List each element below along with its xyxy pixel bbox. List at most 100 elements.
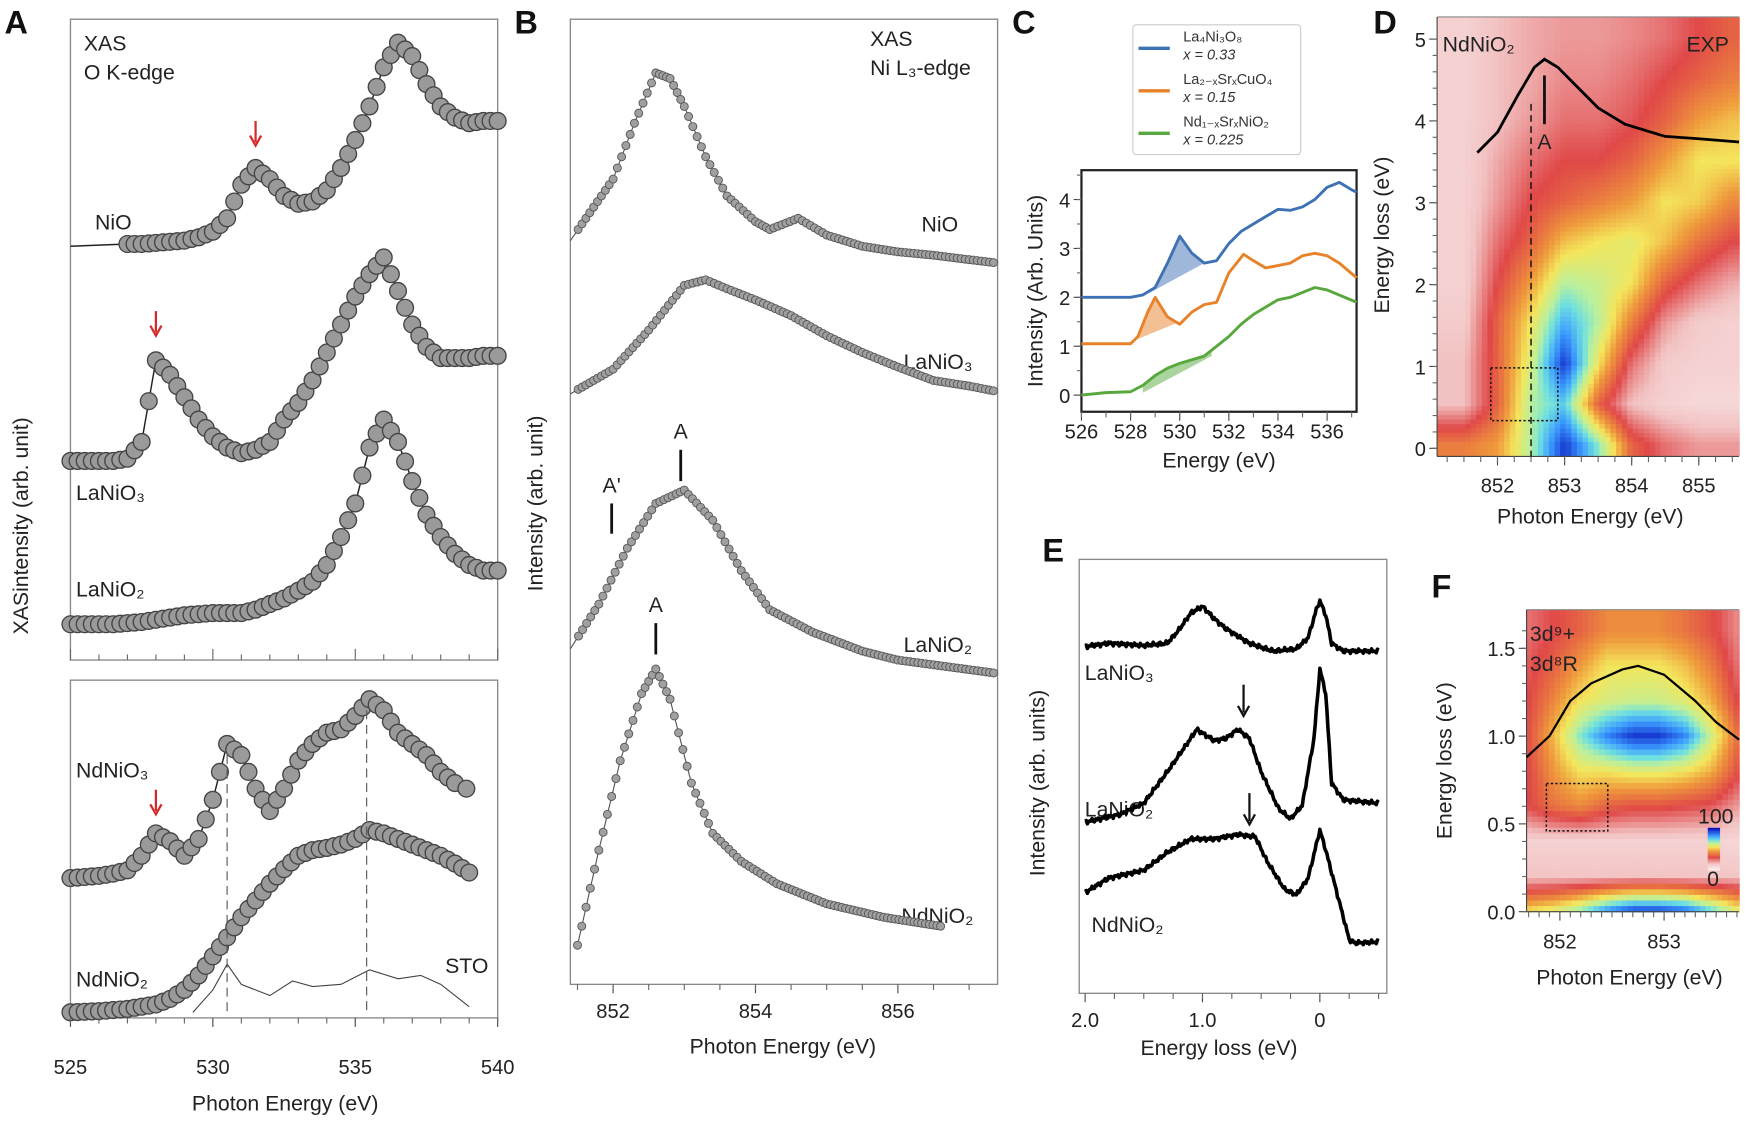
heatmap-cell bbox=[1643, 146, 1651, 152]
heatmap-cell bbox=[1442, 334, 1449, 340]
heatmap-cell bbox=[1638, 258, 1645, 264]
heatmap-cell bbox=[1621, 441, 1628, 448]
heatmap-cell bbox=[1649, 428, 1656, 434]
heatmap-cell bbox=[1560, 428, 1567, 434]
heatmap-cell bbox=[1627, 401, 1634, 407]
heatmap-cell bbox=[1448, 182, 1455, 188]
heatmap-cell bbox=[1520, 410, 1528, 416]
heatmap-cell bbox=[1509, 356, 1517, 363]
heatmap-cell bbox=[1671, 209, 1679, 215]
heatmap-cell bbox=[1649, 388, 1656, 394]
heatmap-cell bbox=[1532, 450, 1539, 457]
heatmap-cell bbox=[1448, 401, 1455, 407]
heatmap-cell bbox=[1677, 240, 1684, 246]
heatmap-cell bbox=[1470, 52, 1477, 58]
heatmap-cell bbox=[1660, 93, 1668, 99]
heatmap-cell bbox=[1437, 370, 1444, 376]
heatmap-cell bbox=[1649, 303, 1656, 309]
heatmap-cell bbox=[1683, 75, 1690, 81]
heatmap-cell bbox=[1487, 146, 1494, 152]
heatmap-cell bbox=[1554, 57, 1561, 63]
heatmap-cell bbox=[1532, 84, 1539, 90]
heatmap-cell bbox=[1470, 186, 1477, 193]
heatmap-cell bbox=[1688, 419, 1695, 425]
heatmap-cell bbox=[1688, 146, 1695, 152]
heatmap-cell bbox=[1576, 200, 1584, 206]
heatmap-cell bbox=[1554, 343, 1561, 349]
heatmap-cell bbox=[1671, 30, 1679, 36]
heatmap-cell bbox=[1638, 245, 1645, 251]
heatmap-cell bbox=[1655, 186, 1662, 193]
heatmap-cell bbox=[1616, 294, 1623, 300]
heatmap-cell bbox=[1493, 178, 1500, 184]
heatmap-cell bbox=[1655, 178, 1662, 184]
heatmap-cell bbox=[1532, 106, 1539, 112]
heatmap-cell bbox=[1537, 410, 1545, 416]
heatmap-cell bbox=[1688, 209, 1695, 215]
heatmap-cell bbox=[1520, 173, 1528, 179]
heatmap-cell bbox=[1560, 397, 1567, 403]
heatmap-cell bbox=[1683, 169, 1690, 175]
heatmap-cell bbox=[1683, 115, 1690, 121]
heatmap-cell bbox=[1599, 249, 1606, 255]
heatmap-cell bbox=[1705, 34, 1712, 41]
heatmap-cell bbox=[1621, 110, 1628, 117]
heatmap-cell bbox=[1493, 93, 1500, 99]
heatmap-cell bbox=[1582, 43, 1589, 49]
heatmap-cell bbox=[1543, 128, 1550, 134]
heatmap-cell bbox=[1565, 30, 1572, 36]
heatmap-cell bbox=[1688, 213, 1695, 219]
heatmap-cell bbox=[1459, 334, 1466, 340]
heatmap-cell bbox=[1515, 119, 1522, 126]
heatmap-cell bbox=[1699, 388, 1707, 394]
heatmap-cell bbox=[1582, 365, 1589, 372]
heatmap-cell bbox=[1638, 34, 1645, 41]
heatmap-cell bbox=[1660, 254, 1668, 260]
heatmap-cell bbox=[1437, 325, 1444, 331]
heatmap-cell bbox=[1476, 61, 1483, 67]
heatmap-cell bbox=[1649, 93, 1656, 99]
heatmap-cell bbox=[1465, 361, 1472, 367]
heatmap-cell bbox=[1571, 294, 1578, 300]
heatmap-cell bbox=[1554, 164, 1561, 170]
heatmap-cell bbox=[1487, 61, 1494, 67]
heatmap-cell bbox=[1649, 218, 1656, 224]
heatmap-cell bbox=[1481, 231, 1489, 237]
heatmap-cell bbox=[1632, 25, 1640, 32]
heatmap-cell bbox=[1649, 339, 1656, 345]
heatmap-cell bbox=[1437, 133, 1444, 139]
heatmap-cell bbox=[1442, 110, 1449, 117]
heatmap-cell bbox=[1453, 75, 1461, 81]
heatmap-cell bbox=[1632, 173, 1640, 179]
heatmap-cell bbox=[1437, 231, 1444, 237]
heatmap-cell bbox=[1453, 88, 1461, 94]
heatmap-cell bbox=[1666, 365, 1673, 372]
heatmap-cell bbox=[1711, 164, 1718, 170]
heatmap-cell bbox=[1504, 339, 1511, 345]
heatmap-cell bbox=[1638, 415, 1645, 421]
heatmap-cell bbox=[1498, 191, 1505, 197]
heatmap-cell bbox=[1638, 101, 1645, 108]
heatmap-cell bbox=[1632, 258, 1640, 264]
heatmap-cell bbox=[1688, 16, 1695, 23]
heatmap-cell bbox=[1643, 343, 1651, 349]
heatmap-cell bbox=[1487, 178, 1494, 184]
heatmap-cell bbox=[1604, 182, 1612, 188]
heatmap-cell bbox=[1571, 334, 1578, 340]
heatmap-cell bbox=[1493, 352, 1500, 358]
heatmap-cell bbox=[1677, 263, 1684, 269]
heatmap-cell bbox=[1660, 146, 1668, 152]
heatmap-cell bbox=[1593, 213, 1600, 219]
heatmap-cell bbox=[1565, 195, 1572, 202]
heatmap-cell bbox=[1537, 191, 1545, 197]
heatmap-cell bbox=[1616, 142, 1623, 148]
heatmap-cell bbox=[1621, 383, 1628, 389]
heatmap-cell bbox=[1504, 39, 1511, 45]
heatmap-cell bbox=[1638, 392, 1645, 398]
heatmap-cell bbox=[1604, 370, 1612, 376]
heatmap-cell bbox=[1627, 146, 1634, 152]
heatmap-cell bbox=[1520, 218, 1528, 224]
heatmap-cell bbox=[1694, 30, 1701, 36]
heatmap-cell bbox=[1526, 419, 1533, 425]
heatmap-cell bbox=[1437, 294, 1444, 300]
